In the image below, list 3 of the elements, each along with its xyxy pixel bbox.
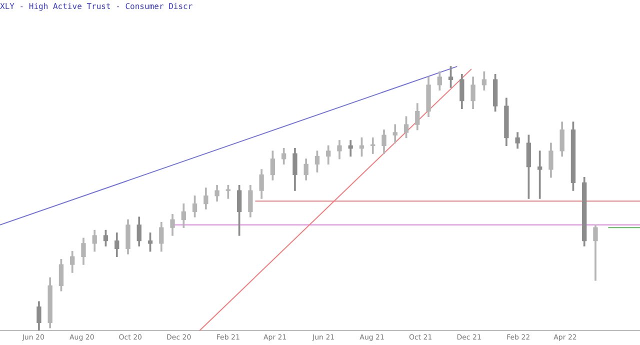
candlestick: [392, 124, 398, 144]
candlestick: [537, 150, 542, 199]
chart-title: XLY - High Active Trust - Consumer Discr: [0, 2, 193, 11]
